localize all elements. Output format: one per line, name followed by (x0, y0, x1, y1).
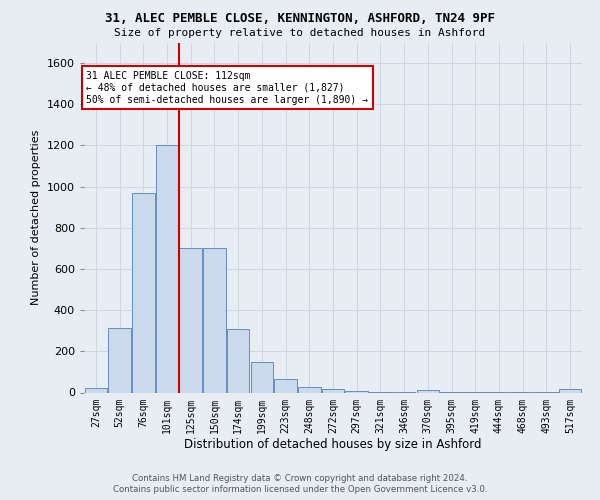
Text: Contains HM Land Registry data © Crown copyright and database right 2024.
Contai: Contains HM Land Registry data © Crown c… (113, 474, 487, 494)
Bar (298, 388, 320, 392)
Bar (109, 328, 131, 392)
Bar (274, 379, 297, 392)
Bar (179, 248, 202, 392)
Bar (559, 390, 581, 392)
Bar (132, 193, 155, 392)
Text: Size of property relative to detached houses in Ashford: Size of property relative to detached ho… (115, 28, 485, 38)
X-axis label: Distribution of detached houses by size in Ashford: Distribution of detached houses by size … (184, 438, 482, 451)
Text: 31, ALEC PEMBLE CLOSE, KENNINGTON, ASHFORD, TN24 9PF: 31, ALEC PEMBLE CLOSE, KENNINGTON, ASHFO… (105, 12, 495, 26)
Bar (156, 146, 178, 392)
Bar (85, 388, 107, 392)
Bar (416, 390, 439, 392)
Bar (227, 328, 250, 392)
Y-axis label: Number of detached properties: Number of detached properties (31, 130, 41, 305)
Bar (322, 390, 344, 392)
Bar (203, 248, 226, 392)
Text: 31 ALEC PEMBLE CLOSE: 112sqm
← 48% of detached houses are smaller (1,827)
50% of: 31 ALEC PEMBLE CLOSE: 112sqm ← 48% of de… (86, 72, 368, 104)
Bar (251, 362, 273, 392)
